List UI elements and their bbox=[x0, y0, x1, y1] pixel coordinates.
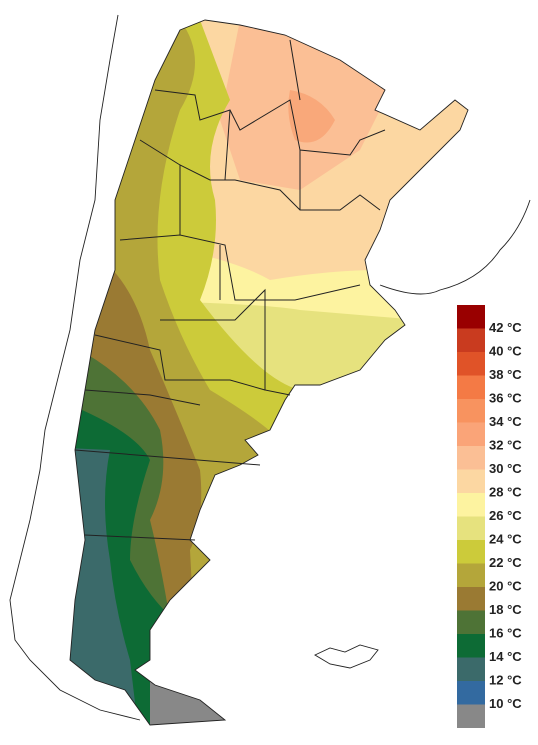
uruguay-border bbox=[379, 199, 531, 295]
legend-label: 30 °C bbox=[489, 461, 522, 476]
malvinas bbox=[314, 644, 379, 669]
legend-swatch bbox=[457, 446, 485, 470]
legend-swatch bbox=[457, 563, 485, 587]
legend: 42 °C 40 °C 38 °C 36 °C 34 °C 32 °C 30 °C 28 °C… bbox=[457, 305, 522, 728]
province-borders bbox=[74, 39, 386, 541]
legend-label: 40 °C bbox=[489, 343, 522, 358]
legend-label: 14 °C bbox=[489, 649, 522, 664]
legend-swatch bbox=[457, 375, 485, 399]
legend-swatch bbox=[457, 399, 485, 423]
legend-label: 34 °C bbox=[489, 414, 522, 429]
legend-label: 28 °C bbox=[489, 484, 522, 499]
legend-swatch bbox=[457, 328, 485, 352]
legend-label: 26 °C bbox=[489, 508, 522, 523]
legend-label: 42 °C bbox=[489, 320, 522, 335]
legend-swatch bbox=[457, 352, 485, 376]
legend-swatch bbox=[457, 422, 485, 446]
legend-label: 38 °C bbox=[489, 367, 522, 382]
legend-label: 16 °C bbox=[489, 625, 522, 640]
legend-swatch bbox=[457, 610, 485, 634]
legend-swatch bbox=[457, 657, 485, 681]
legend-label: 22 °C bbox=[489, 555, 522, 570]
legend-swatch bbox=[457, 469, 485, 493]
legend-label: 24 °C bbox=[489, 531, 522, 546]
legend-swatch bbox=[457, 681, 485, 705]
legend-swatch bbox=[457, 493, 485, 517]
legend-label: 36 °C bbox=[489, 390, 522, 405]
legend-swatch bbox=[457, 634, 485, 658]
legend-label: 32 °C bbox=[489, 437, 522, 452]
legend-swatch bbox=[457, 587, 485, 611]
legend-swatch bbox=[457, 305, 485, 329]
legend-label: 20 °C bbox=[489, 578, 522, 593]
legend-swatch bbox=[457, 540, 485, 564]
legend-label: 12 °C bbox=[489, 672, 522, 687]
legend-label: 10 °C bbox=[489, 696, 522, 711]
chile-coast bbox=[9, 14, 141, 721]
country-outline bbox=[69, 19, 469, 726]
legend-swatch bbox=[457, 704, 485, 728]
legend-label: 18 °C bbox=[489, 602, 522, 617]
legend-swatch bbox=[457, 516, 485, 540]
